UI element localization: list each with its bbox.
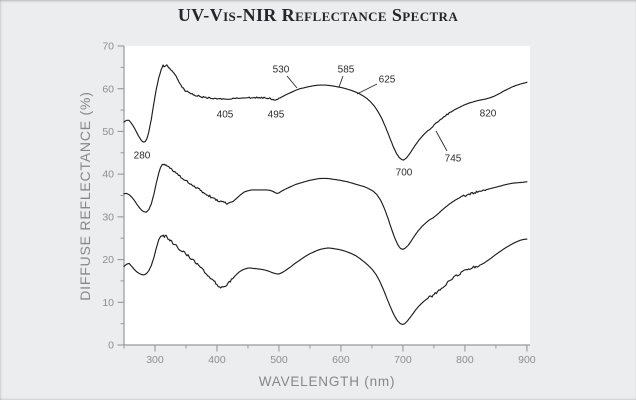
y-tick-label: 50 — [102, 126, 114, 138]
x-tick-label: 300 — [146, 354, 164, 366]
annotation-label-625: 625 — [379, 75, 396, 86]
y-tick-label: 20 — [102, 254, 114, 266]
chart-title: UV-Vis-NIR Reflectance Spectra — [177, 5, 459, 25]
annotation-leader-625 — [356, 83, 378, 95]
x-tick-label: 600 — [332, 354, 350, 366]
y-tick-label: 30 — [102, 211, 114, 223]
y-tick-label: 10 — [102, 297, 114, 309]
y-tick-label: 60 — [102, 83, 114, 95]
x-tick-label: 400 — [208, 354, 226, 366]
y-tick-label: 40 — [102, 169, 114, 181]
annotation-label-585: 585 — [338, 65, 355, 76]
x-tick-label: 800 — [456, 354, 474, 366]
y-tick-label: 70 — [102, 41, 114, 53]
x-tick-label: 900 — [518, 354, 536, 366]
spectrum-top-curve — [123, 64, 528, 161]
annotation-leader-745 — [435, 130, 448, 152]
annotation-label-820: 820 — [480, 109, 497, 120]
annotation-leader-530 — [286, 75, 298, 89]
spectrum-bottom-curve — [123, 234, 528, 326]
annotation-label-700: 700 — [396, 168, 413, 179]
annotation-label-280: 280 — [134, 151, 151, 162]
annotation-label-745: 745 — [445, 154, 462, 165]
x-axis-title: WAVELENGTH (nm) — [258, 374, 396, 389]
annotation-label-530: 530 — [273, 65, 290, 76]
annotation-label-405: 405 — [217, 110, 234, 121]
annotation-leader-585 — [338, 75, 344, 88]
spectrum-middle-curve — [123, 163, 528, 250]
x-tick-label: 500 — [270, 354, 288, 366]
x-tick-label: 700 — [394, 354, 412, 366]
annotation-label-495: 495 — [268, 110, 285, 121]
y-tick-label: 0 — [108, 340, 114, 352]
